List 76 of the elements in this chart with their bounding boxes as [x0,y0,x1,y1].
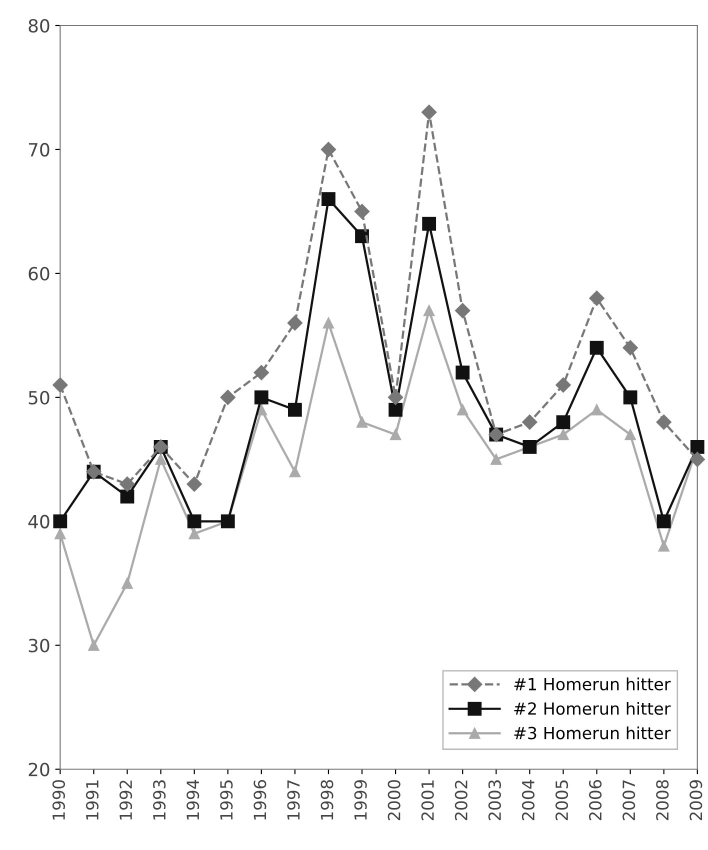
x-tick-label: 1996 [254,780,266,820]
point [388,390,404,405]
point [122,578,133,589]
point [220,390,236,405]
x-tick-label: 2006 [589,780,602,820]
x-tick-label: 1995 [220,780,233,820]
point [356,416,368,428]
x-tick-label: 1999 [354,780,367,820]
x-tick-label: 2002 [454,780,468,820]
point [288,402,302,417]
y-tick-label: 60 [28,266,50,281]
point [322,192,336,206]
y-tick-label: 20 [28,762,50,776]
x-tick-label: 1994 [186,780,200,820]
legend-label: #2 Homerun hitter [514,702,671,715]
point [354,204,370,220]
point [289,466,300,478]
point [188,528,200,540]
point [422,104,437,120]
x-tick-label: 2005 [555,780,568,820]
y-tick-label: 30 [28,638,50,652]
point [120,476,135,492]
point [88,640,100,651]
x-tick-label: 2008 [656,780,669,820]
point [558,429,569,440]
point [624,429,636,440]
x-tick-label: 1990 [52,780,66,820]
point [589,290,604,306]
x-tick-label: 1993 [153,780,166,820]
point [424,305,435,316]
x-tick-label: 2007 [622,780,636,820]
point [52,377,68,393]
point [556,415,570,430]
point [155,454,166,465]
point [390,429,402,440]
point [658,540,670,552]
point [187,514,202,528]
x-tick-label: 1998 [320,780,334,820]
point [457,404,468,416]
x-tick-label: 2009 [690,780,702,820]
point [456,366,470,380]
point [622,340,638,356]
point [656,414,672,430]
y-tick-label: 40 [28,514,50,528]
point [490,454,502,465]
point [287,315,303,331]
point [590,340,604,355]
x-tick-label: 1991 [86,780,99,820]
point [320,142,336,158]
point [422,216,436,231]
y-tick-label: 80 [28,18,50,33]
x-tick-label: 2003 [488,780,501,820]
point [53,514,68,528]
x-tick-label: 2001 [421,780,434,820]
legend-label: #1 Homerun hitter [514,678,671,690]
x-tick-label: 1992 [119,780,132,820]
x-tick-label: 1997 [287,780,300,820]
point [120,490,134,504]
point [54,528,66,540]
point [656,514,671,528]
point [388,402,402,417]
y-tick-label: 50 [28,390,50,404]
point [322,317,334,329]
point [690,452,705,467]
point [186,476,202,492]
point [455,303,470,318]
point [254,365,269,380]
x-tick-label: 2000 [388,780,400,820]
point [254,390,268,404]
x-tick-label: 2004 [522,780,535,820]
y-tick-label: 70 [28,142,50,157]
legend-label: #3 Homerun hitter [514,726,671,740]
point [591,404,602,416]
point [556,377,571,393]
point [522,414,538,430]
point [623,390,638,404]
